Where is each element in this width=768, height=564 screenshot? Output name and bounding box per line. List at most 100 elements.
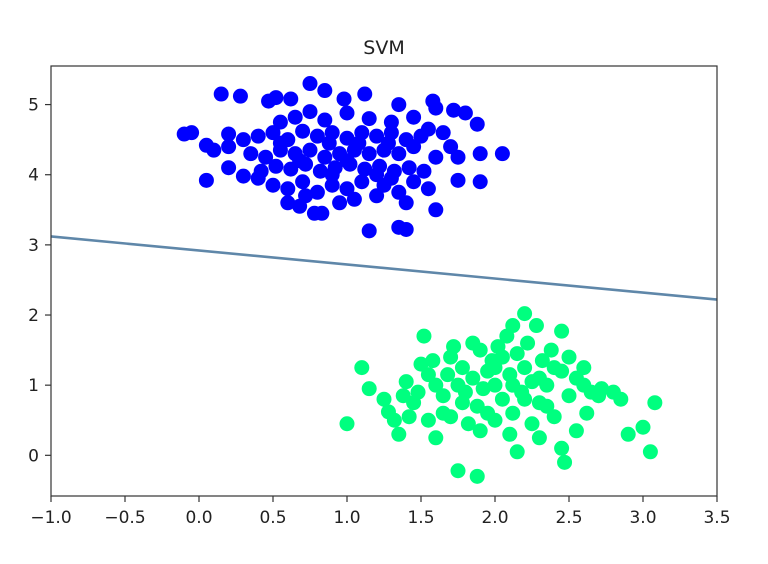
x-tick-label: 2.5 — [555, 508, 582, 528]
class-b-point — [528, 318, 544, 334]
class-b-point — [505, 318, 521, 334]
class-a-point — [235, 168, 251, 184]
class-a-point — [357, 86, 373, 102]
class-a-point — [298, 188, 314, 204]
class-b-point — [354, 360, 370, 376]
class-b-point — [475, 381, 491, 397]
decision-boundary-layer — [50, 235, 718, 301]
class-a-point — [268, 158, 284, 174]
class-a-point — [317, 112, 333, 128]
class-b-point — [420, 412, 436, 428]
class-a-point — [472, 146, 488, 162]
class-a-point — [361, 111, 377, 127]
class-a-point — [302, 142, 318, 158]
class-b-point — [509, 444, 525, 460]
class-a-point — [457, 105, 473, 121]
class-a-point — [206, 142, 222, 158]
class-b-point — [465, 370, 481, 386]
class-a-point — [443, 139, 459, 155]
class-a-point — [420, 121, 436, 137]
class-b-point — [546, 360, 562, 376]
y-tick-label: 0 — [28, 446, 39, 466]
class-b-point — [505, 405, 521, 421]
class-b-point — [517, 306, 533, 322]
class-b-point — [517, 391, 533, 407]
class-a-point — [265, 125, 281, 141]
class-a-point — [406, 174, 422, 190]
class-b-point — [505, 377, 521, 393]
class-a-point — [354, 174, 370, 190]
class-a-point — [428, 100, 444, 116]
y-tick-label: 4 — [28, 166, 39, 186]
y-tick-label: 3 — [28, 236, 39, 256]
class-a-point — [292, 153, 308, 169]
class-b-point — [543, 342, 559, 358]
class-b-point — [487, 377, 503, 393]
class-a-point — [312, 163, 328, 179]
class-a-point — [469, 116, 485, 132]
class-b-point — [531, 430, 547, 446]
class-b-point — [494, 349, 510, 365]
class-a-point — [272, 114, 288, 130]
class-b-point — [531, 370, 547, 386]
class-a-point — [232, 88, 248, 104]
class-b-point — [554, 440, 570, 456]
class-a-point — [339, 181, 355, 197]
class-b-point — [450, 463, 466, 479]
class-a-point — [221, 126, 237, 142]
class-a-point — [272, 135, 288, 151]
class-a-point — [369, 128, 385, 144]
class-a-point — [339, 153, 355, 169]
class-b-point — [450, 377, 466, 393]
y-tick-label: 5 — [28, 96, 39, 116]
class-b-point — [480, 405, 496, 421]
class-a-point — [314, 205, 330, 221]
class-a-point — [280, 195, 296, 211]
class-a-point — [324, 167, 340, 183]
class-b-point — [509, 346, 525, 362]
class-b-point — [642, 444, 658, 460]
class-b-point — [546, 409, 562, 425]
class-b-point — [428, 377, 444, 393]
class-b-point — [416, 328, 432, 344]
class-b-point — [520, 335, 536, 351]
class-b-point — [361, 381, 377, 397]
class-b-point — [517, 360, 533, 376]
class-a-point — [406, 139, 422, 155]
class-b-point — [539, 398, 555, 414]
x-tick-label: 3.5 — [703, 508, 730, 528]
class-a-point — [472, 174, 488, 190]
class-b-point — [561, 388, 577, 404]
class-a-point — [250, 170, 266, 186]
class-a-point — [401, 160, 417, 176]
y-tick-label: 1 — [28, 376, 39, 396]
class-b-point — [454, 395, 470, 411]
class-b-point — [576, 360, 592, 376]
class-a-point — [295, 174, 311, 190]
class-a-point — [369, 188, 385, 204]
class-b-point — [557, 454, 573, 470]
class-a-point — [428, 202, 444, 218]
class-a-point — [369, 167, 385, 183]
class-a-point — [361, 146, 377, 162]
plot-frame — [50, 65, 718, 497]
x-tick-label: 2.0 — [481, 508, 508, 528]
class-a-point — [221, 139, 237, 155]
class-a-point — [265, 177, 281, 193]
class-b-point — [398, 374, 414, 390]
class-b-point — [613, 391, 629, 407]
class-a-point — [420, 181, 436, 197]
class-b-point — [440, 367, 456, 383]
class-a-point — [339, 130, 355, 146]
class-b-point — [339, 416, 355, 432]
class-b-point — [386, 412, 402, 428]
class-a-point — [494, 146, 510, 162]
class-b-point — [454, 360, 470, 376]
class-a-point — [287, 109, 303, 125]
class-a-point — [406, 109, 422, 125]
class-b-point — [568, 423, 584, 439]
class-a-point — [250, 128, 266, 144]
class-a-point — [398, 221, 414, 237]
class-a-point — [309, 128, 325, 144]
